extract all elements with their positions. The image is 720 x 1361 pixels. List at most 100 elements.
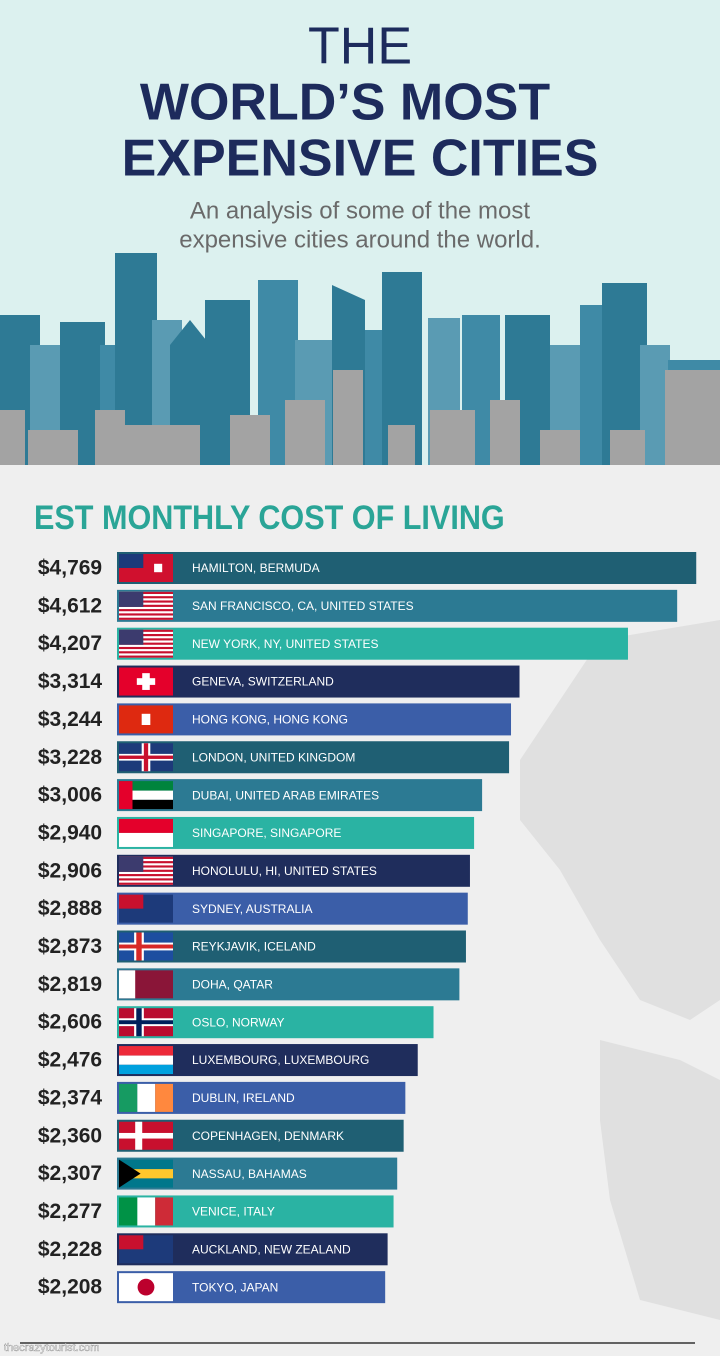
bar bbox=[117, 930, 466, 963]
flag-part bbox=[119, 894, 144, 909]
flag-part bbox=[119, 799, 173, 810]
city-label: NEW YORK, NY, UNITED STATES bbox=[192, 637, 378, 651]
city-label: NASSAU, BAHAMAS bbox=[192, 1167, 307, 1181]
title-line: WORLD’S MOST bbox=[140, 74, 550, 132]
value-label: $2,307 bbox=[38, 1162, 102, 1185]
city-label: SINGAPORE, SINGAPORE bbox=[192, 826, 341, 840]
bar bbox=[117, 703, 512, 736]
city-label: HONOLULU, HI, UNITED STATES bbox=[192, 864, 377, 878]
flag-part bbox=[119, 1083, 138, 1112]
bar bbox=[117, 854, 470, 887]
flag-part bbox=[119, 1020, 173, 1025]
value-label: $3,006 bbox=[38, 784, 102, 807]
subtitle: expensive cities around the world. bbox=[179, 226, 541, 253]
value-label: $2,888 bbox=[38, 897, 103, 920]
value-label: $2,819 bbox=[38, 973, 102, 996]
map bbox=[520, 620, 720, 1320]
flag-part bbox=[119, 591, 173, 595]
city-label: TOKYO, JAPAN bbox=[192, 1280, 278, 1294]
flag-part bbox=[119, 596, 173, 599]
flag-part bbox=[119, 869, 173, 872]
flag-part bbox=[136, 1008, 142, 1037]
flag-part bbox=[119, 781, 173, 791]
value-label: $4,612 bbox=[38, 594, 102, 617]
flag-part bbox=[119, 1197, 138, 1226]
flag-part bbox=[119, 554, 144, 568]
flag-part bbox=[137, 1278, 155, 1296]
flag-part bbox=[119, 1046, 173, 1056]
subtitle: An analysis of some of the most bbox=[190, 197, 530, 224]
value-label: $3,314 bbox=[38, 670, 103, 693]
city-label: DOHA, QATAR bbox=[192, 978, 273, 992]
flag-part bbox=[119, 604, 173, 607]
title-line: THE bbox=[308, 18, 412, 76]
value-label: $2,228 bbox=[38, 1238, 103, 1261]
city-label: VENICE, ITALY bbox=[192, 1205, 275, 1219]
flag-part bbox=[119, 642, 173, 645]
flag-part bbox=[137, 1083, 156, 1112]
flag-part bbox=[119, 874, 173, 877]
bar bbox=[117, 552, 697, 584]
value-label: $4,207 bbox=[38, 632, 102, 655]
flag-part bbox=[119, 1132, 173, 1139]
bars: HAMILTON, BERMUDA $4,769 SAN FRANCISCO, CA… bbox=[38, 552, 697, 1304]
flag-part bbox=[119, 1159, 141, 1188]
flag-part bbox=[137, 1197, 156, 1226]
title-line: EXPENSIVE CITIES bbox=[122, 130, 599, 188]
flag-part bbox=[119, 629, 173, 632]
bar bbox=[117, 892, 468, 925]
flag-part bbox=[119, 609, 173, 612]
city-label: OSLO, NORWAY bbox=[192, 1015, 284, 1029]
bar bbox=[117, 816, 475, 849]
flag-part bbox=[119, 646, 173, 650]
bar bbox=[117, 589, 678, 622]
bar bbox=[117, 627, 628, 660]
value-label: $3,228 bbox=[38, 746, 103, 769]
flag-part bbox=[155, 1083, 173, 1112]
city-label: COPENHAGEN, DENMARK bbox=[192, 1129, 344, 1143]
flag-part bbox=[119, 882, 173, 885]
value-label: $3,244 bbox=[38, 708, 103, 731]
flag-part bbox=[119, 818, 173, 833]
source: thecrazytourist.com bbox=[4, 1342, 99, 1354]
flag-part bbox=[119, 613, 173, 616]
value-label: $2,208 bbox=[38, 1276, 103, 1299]
city-label: GENEVA, SWITZERLAND bbox=[192, 675, 334, 689]
flag-part bbox=[119, 651, 173, 654]
bar bbox=[117, 779, 483, 812]
flag-part bbox=[119, 617, 173, 620]
city-label: LUXEMBOURG, LUXEMBOURG bbox=[192, 1053, 369, 1067]
value-label: $2,360 bbox=[38, 1124, 102, 1147]
flag-part bbox=[119, 865, 173, 868]
heading: EST MONTHLY COST OF LIVING bbox=[34, 499, 505, 537]
city-label: AUCKLAND, NEW ZEALAND bbox=[192, 1242, 351, 1256]
value-label: $2,873 bbox=[38, 935, 102, 958]
city-label: HONG KONG, HONG KONG bbox=[192, 713, 348, 727]
city-label: DUBAI, UNITED ARAB EMIRATES bbox=[192, 788, 379, 802]
value-label: $2,476 bbox=[38, 1049, 102, 1072]
flag-part bbox=[119, 1064, 173, 1075]
flag-part bbox=[119, 970, 136, 999]
flag-part bbox=[119, 832, 173, 847]
flag-part bbox=[119, 1235, 144, 1250]
flag-part bbox=[119, 861, 173, 864]
flag-part bbox=[119, 856, 173, 859]
value-label: $2,277 bbox=[38, 1200, 102, 1223]
value-label: $2,940 bbox=[38, 821, 102, 844]
value-label: $2,906 bbox=[38, 859, 102, 882]
flag-part bbox=[119, 655, 173, 658]
flag-part bbox=[119, 856, 144, 872]
flag-part bbox=[119, 638, 173, 641]
city-label: LONDON, UNITED KINGDOM bbox=[192, 750, 355, 764]
flag-part bbox=[135, 1121, 143, 1150]
city-label: HAMILTON, BERMUDA bbox=[192, 561, 320, 575]
city-label: SAN FRANCISCO, CA, UNITED STATES bbox=[192, 599, 414, 613]
flag-part bbox=[119, 591, 144, 607]
flag-part bbox=[155, 1197, 173, 1226]
flag-part bbox=[141, 713, 151, 725]
flag-part bbox=[136, 932, 142, 961]
value-label: $2,374 bbox=[38, 1086, 103, 1109]
bar bbox=[117, 665, 520, 698]
bar bbox=[117, 741, 510, 774]
